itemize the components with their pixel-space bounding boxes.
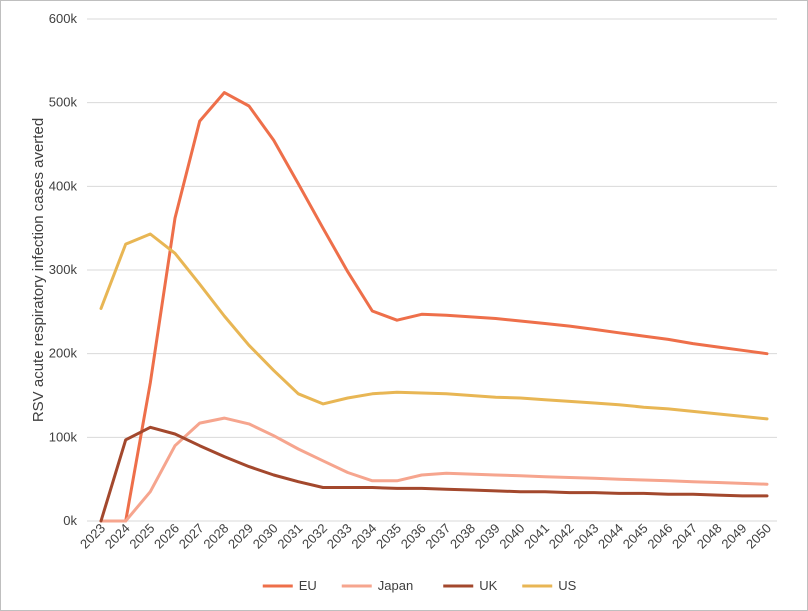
x-tick-label: 2040 — [496, 521, 527, 552]
x-tick-label: 2032 — [299, 521, 330, 552]
x-tick-label: 2036 — [398, 521, 429, 552]
series-line-japan — [99, 416, 769, 523]
x-tick-label: 2043 — [570, 521, 601, 552]
x-tick-label: 2047 — [669, 521, 700, 552]
y-tick-label: 400k — [49, 178, 78, 193]
gridlines — [87, 18, 777, 522]
x-tick-label: 2045 — [620, 521, 651, 552]
x-tick-label: 2031 — [274, 521, 305, 552]
x-tick-label: 2041 — [521, 521, 552, 552]
x-tick-label: 2033 — [324, 521, 355, 552]
legend-item-uk: UK — [443, 578, 498, 593]
series-line-uk — [99, 425, 769, 523]
x-tick-label: 2035 — [373, 521, 404, 552]
x-tick-label: 2026 — [151, 521, 182, 552]
legend-item-us: US — [522, 578, 577, 593]
x-tick-label: 2025 — [126, 521, 157, 552]
legend: EU Japan UK US — [262, 578, 577, 593]
legend-label: US — [558, 578, 576, 593]
x-tick-label: 2023 — [77, 521, 108, 552]
x-tick-label: 2030 — [250, 521, 281, 552]
series-line-us — [99, 232, 769, 421]
legend-item-eu: EU — [262, 578, 317, 593]
x-tick-label: 2028 — [200, 521, 231, 552]
y-tick-label: 0k — [63, 513, 77, 528]
x-tick-label: 2042 — [546, 521, 577, 552]
x-tick-label: 2050 — [743, 521, 774, 552]
axes: 0k100k200k300k400k500k600k20232024202520… — [49, 11, 774, 552]
y-tick-label: 100k — [49, 429, 78, 444]
x-tick-label: 2038 — [447, 521, 478, 552]
x-tick-label: 2027 — [176, 521, 207, 552]
x-tick-label: 2039 — [472, 521, 503, 552]
legend-item-japan: Japan — [341, 578, 413, 593]
x-tick-label: 2044 — [595, 521, 626, 552]
x-tick-label: 2046 — [644, 521, 675, 552]
y-tick-label: 300k — [49, 262, 78, 277]
legend-label: EU — [299, 578, 317, 593]
x-tick-label: 2037 — [422, 521, 453, 552]
series-lines — [99, 91, 769, 523]
series-line-eu — [99, 91, 769, 523]
y-tick-label: 500k — [49, 95, 78, 110]
x-tick-label: 2048 — [694, 521, 725, 552]
y-tick-label: 200k — [49, 346, 78, 361]
y-tick-label: 600k — [49, 11, 78, 26]
legend-label: Japan — [378, 578, 413, 593]
x-tick-label: 2034 — [348, 521, 379, 552]
legend-label: UK — [479, 578, 497, 593]
y-axis-title: RSV acute respiratory infection cases av… — [30, 118, 47, 422]
x-tick-label: 2029 — [225, 521, 256, 552]
x-tick-label: 2024 — [102, 521, 133, 552]
x-tick-label: 2049 — [718, 521, 749, 552]
